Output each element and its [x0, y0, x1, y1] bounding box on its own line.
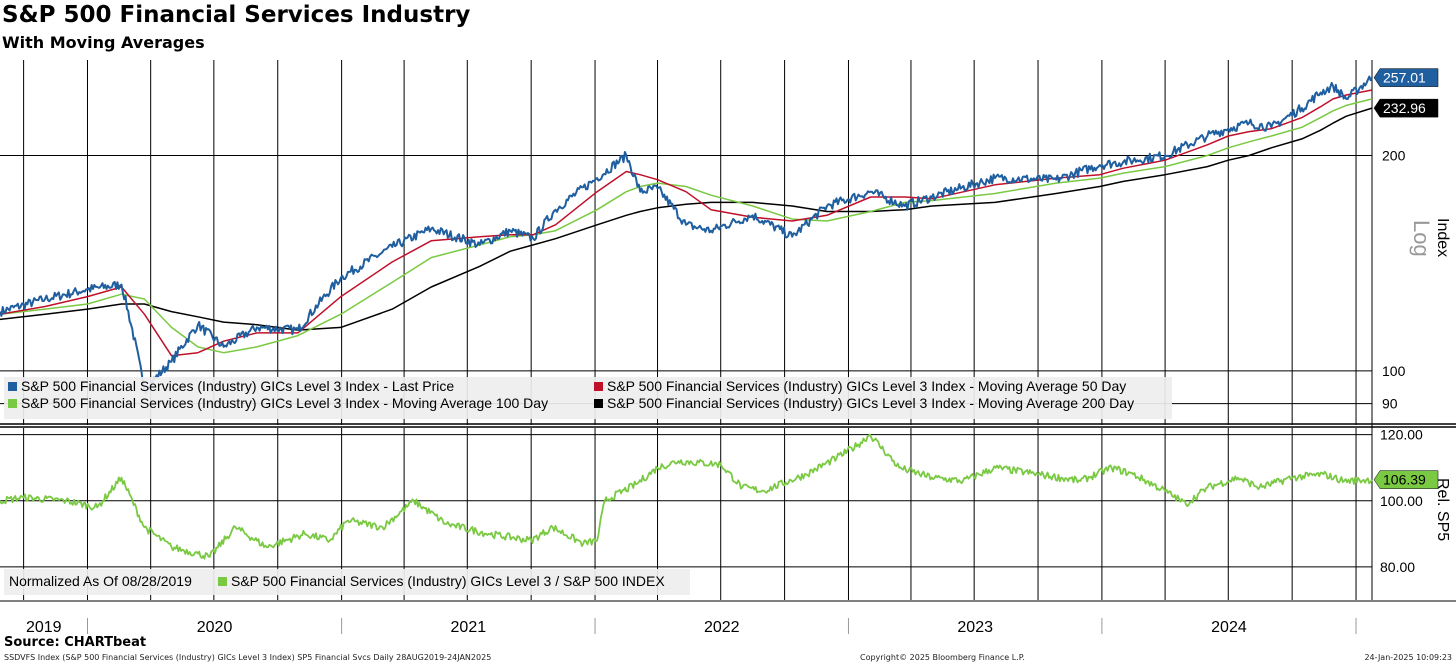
- series-line-ma200: [0, 107, 1373, 331]
- x-tick-label-year: 2023: [957, 619, 993, 636]
- series-line-last_price: [0, 75, 1373, 395]
- y-tick-label: 100: [1382, 363, 1406, 379]
- ma200-tag-text: 232.96: [1383, 100, 1426, 116]
- legend-entry: S&P 500 Financial Services (Industry) GI…: [607, 378, 1126, 394]
- y-axis-title: Index: [1434, 218, 1451, 257]
- series-line-relative: [0, 433, 1373, 560]
- chart-subtitle: With Moving Averages: [2, 33, 205, 52]
- ma200-tag: 232.96: [1373, 98, 1439, 118]
- y-tick-label: 200: [1382, 148, 1406, 164]
- last-price-tag: 257.01: [1373, 68, 1439, 87]
- relative-tag: 106.39: [1373, 470, 1439, 489]
- legend-swatch: [8, 399, 17, 408]
- y-tick-label: 100.00: [1380, 493, 1423, 509]
- legend-background: [4, 569, 690, 595]
- y-tick-label: 90: [1382, 396, 1398, 412]
- last-price-tag-box: [1373, 68, 1439, 87]
- ma200-tag-box: [1373, 98, 1439, 118]
- series-line-ma50: [0, 89, 1373, 357]
- x-tick-label-year: 2021: [451, 619, 487, 636]
- legend-swatch: [594, 382, 603, 391]
- relative-tag-box: [1373, 470, 1439, 489]
- footer-timestamp: 24-Jan-2025 10:09:23: [1364, 653, 1452, 662]
- legend-entry: S&P 500 Financial Services (Industry) GI…: [21, 378, 454, 394]
- x-tick-label-year: 2022: [704, 619, 740, 636]
- chart-title: S&P 500 Financial Services Industry: [2, 2, 471, 28]
- legend-entry: S&P 500 Financial Services (Industry) GI…: [21, 395, 548, 411]
- legend-swatch: [594, 399, 603, 408]
- last-price-tag-text: 257.01: [1383, 70, 1426, 86]
- x-tick-label-year: 2024: [1211, 619, 1247, 636]
- legend-swatch: [8, 382, 17, 391]
- log-scale-label: Log: [1409, 220, 1434, 257]
- x-tick-label-year: 2020: [197, 619, 233, 636]
- legend-entry: S&P 500 Financial Services (Industry) GI…: [607, 395, 1134, 411]
- footer-copyright: Copyright© 2025 Bloomberg Finance L.P.: [860, 653, 1025, 662]
- y-tick-label: 120.00: [1380, 427, 1423, 443]
- source-note: Source: CHARTbeat: [4, 635, 147, 650]
- y-axis-title-bottom: Rel. SP5: [1434, 478, 1451, 541]
- series-line-ma100: [0, 98, 1373, 354]
- legend-swatch: [218, 577, 227, 586]
- relative-tag-text: 106.39: [1383, 472, 1426, 488]
- y-tick-label: 80.00: [1380, 559, 1415, 575]
- legend-entry: S&P 500 Financial Services (Industry) GI…: [231, 573, 665, 589]
- legend-top: S&P 500 Financial Services (Industry) GI…: [4, 377, 1172, 419]
- footer-description: SSDVFS Index (S&P 500 Financial Services…: [4, 653, 492, 662]
- legend-background: [4, 377, 1172, 419]
- legend-note: Normalized As Of 08/28/2019: [9, 573, 192, 589]
- x-tick-label-year: 2019: [26, 619, 62, 636]
- legend-bottom: Normalized As Of 08/28/2019 S&P 500 Finan…: [4, 569, 690, 595]
